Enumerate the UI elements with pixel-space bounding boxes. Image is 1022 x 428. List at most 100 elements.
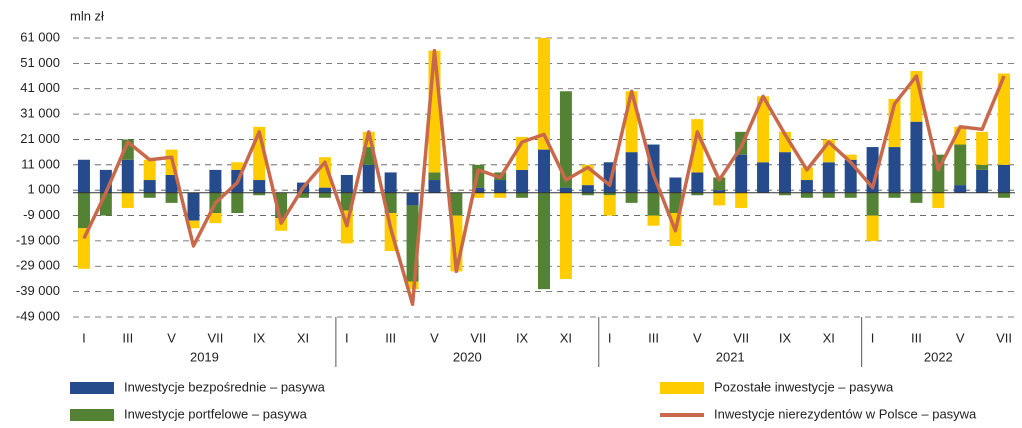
bar [318, 192, 331, 198]
bar [297, 192, 310, 198]
bar [625, 91, 638, 153]
bar [603, 195, 616, 216]
legend-label: Inwestycje portfelowe – pasywa [124, 406, 308, 421]
bar [516, 192, 529, 198]
bar [428, 172, 441, 181]
bar [976, 164, 989, 170]
x-tick-label: III [385, 330, 396, 345]
bar [362, 164, 375, 193]
x-tick-label: V [693, 330, 702, 345]
bar [625, 192, 638, 203]
bar [253, 126, 266, 181]
bar [143, 159, 156, 181]
line-series [82, 48, 1006, 307]
y-tick-label: 31 000 [20, 106, 60, 121]
bar [822, 192, 835, 198]
bar [77, 159, 90, 193]
bar [976, 131, 989, 165]
bar [691, 172, 704, 193]
bar [209, 213, 222, 224]
bar [559, 187, 572, 193]
bar [472, 192, 485, 198]
year-label: 2022 [924, 349, 953, 364]
y-axis-label: mln zł [70, 8, 104, 23]
x-tick-label: III [911, 330, 922, 345]
y-tick-label: -29 000 [16, 258, 60, 273]
y-tick-label: -49 000 [16, 308, 60, 323]
bar [538, 38, 550, 150]
bar [538, 149, 550, 193]
x-tick-label: VII [470, 330, 486, 345]
bar [603, 192, 616, 196]
bar [888, 147, 901, 193]
x-tick-label: I [608, 330, 612, 345]
bar [669, 192, 682, 214]
x-tick-label: III [122, 330, 133, 345]
bar [494, 192, 507, 198]
bar [165, 174, 178, 193]
x-tick-label: IX [253, 330, 266, 345]
bar [231, 162, 244, 170]
bar [253, 192, 266, 196]
bar [625, 152, 638, 193]
bar [77, 228, 90, 269]
x-tick-label: V [430, 330, 439, 345]
bar [691, 192, 704, 196]
legend-swatch [70, 382, 114, 394]
x-tick-label: V [167, 330, 176, 345]
year-label: 2019 [190, 349, 219, 364]
bar [778, 152, 791, 193]
x-tick-label: VII [996, 330, 1012, 345]
bar [538, 192, 550, 290]
bar [187, 220, 200, 229]
bar [165, 192, 178, 203]
y-tick-label: -19 000 [16, 232, 60, 247]
bar [559, 192, 572, 279]
bar [77, 192, 90, 229]
year-label: 2021 [716, 349, 745, 364]
bar [669, 177, 682, 193]
x-tick-label: XI [297, 330, 309, 345]
bar [954, 144, 967, 186]
y-tick-label: 61 000 [20, 29, 60, 44]
bar [910, 121, 923, 193]
bar [800, 192, 813, 198]
legend-label: Inwestycje nierezydentów w Polsce – pasy… [714, 406, 977, 421]
legend-label: Inwestycje bezpośrednie – pasywa [124, 379, 326, 394]
x-tick-label: IX [779, 330, 792, 345]
bar [691, 119, 704, 173]
bar [844, 192, 857, 198]
x-tick-label: I [82, 330, 86, 345]
y-tick-label: 1 000 [27, 182, 60, 197]
x-tick-label: XI [823, 330, 835, 345]
bar [954, 185, 967, 193]
y-tick-label: 41 000 [20, 80, 60, 95]
bar [559, 91, 572, 188]
bar [581, 185, 594, 193]
y-tick-label: -39 000 [16, 283, 60, 298]
bar [472, 187, 485, 193]
bar [998, 73, 1011, 165]
bar [340, 174, 353, 193]
bar [866, 192, 879, 216]
bar [888, 192, 901, 198]
bar [231, 192, 244, 214]
x-tick-label: XI [560, 330, 572, 345]
legend-swatch [70, 409, 114, 421]
bar [800, 167, 813, 181]
bar [187, 192, 200, 221]
bar [932, 192, 945, 208]
bar [143, 180, 156, 193]
bar [143, 192, 156, 198]
x-tick-label: I [871, 330, 875, 345]
bar [713, 192, 726, 206]
bar [384, 172, 397, 193]
bar [406, 192, 419, 206]
bar [757, 162, 770, 193]
x-tick-label: VII [733, 330, 749, 345]
y-tick-label: -9 000 [23, 207, 60, 222]
bar [778, 192, 791, 196]
legend-label: Pozostałe inwestycje – pasywa [714, 379, 894, 394]
bar [976, 169, 989, 193]
year-label: 2020 [453, 349, 482, 364]
